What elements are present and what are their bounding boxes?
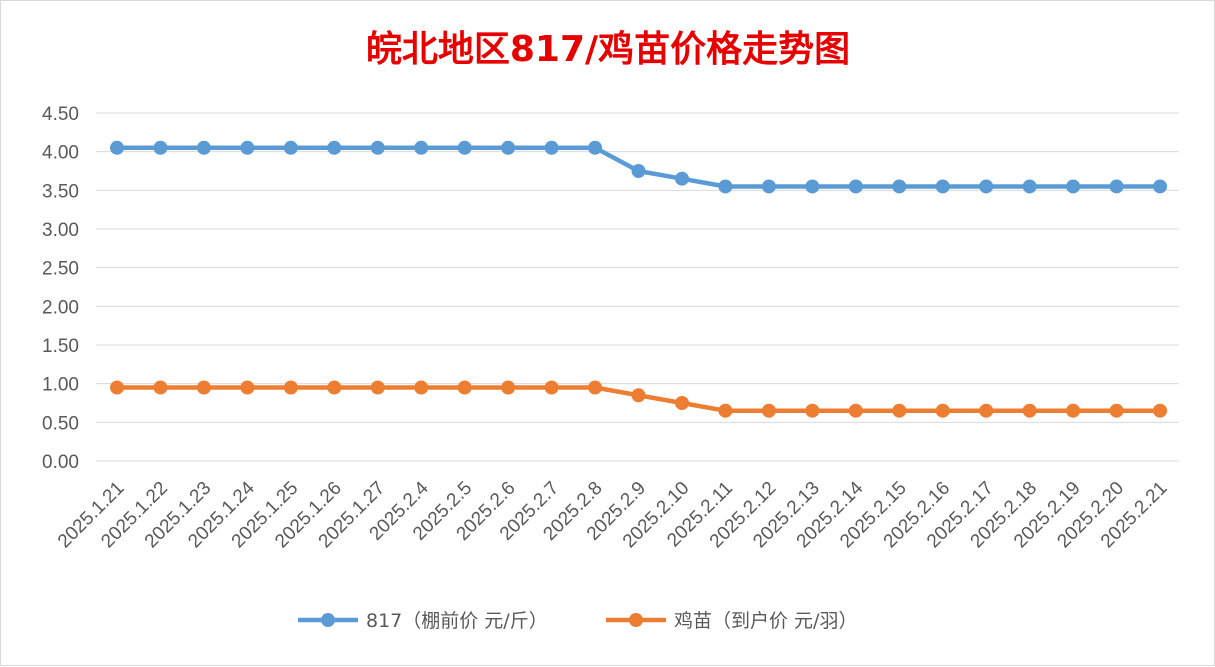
data-point: [979, 403, 994, 418]
data-point: [501, 380, 516, 395]
data-point: [718, 403, 733, 418]
data-point: [588, 140, 603, 155]
chart-title: 皖北地区817/鸡苗价格走势图: [366, 29, 850, 70]
data-point: [892, 403, 907, 418]
x-axis-ticks: 2025.1.212025.1.222025.1.232025.1.242025…: [54, 477, 1172, 552]
data-point: [631, 388, 646, 403]
data-point: [1109, 403, 1124, 418]
data-point: [1153, 179, 1168, 194]
y-tick-label: 2.50: [42, 259, 79, 280]
data-point: [283, 140, 298, 155]
legend: 817（棚前价 元/斤） 鸡苗（到户价 元/羽）: [298, 610, 857, 632]
data-point: [370, 140, 385, 155]
data-point: [110, 140, 124, 155]
data-point: [848, 403, 863, 418]
data-point: [892, 179, 907, 194]
legend-item-2: 鸡苗（到户价 元/羽）: [606, 610, 857, 632]
y-tick-label: 1.50: [42, 336, 79, 357]
data-point: [240, 380, 255, 395]
data-point: [414, 380, 429, 395]
gridlines: [96, 112, 1179, 462]
data-point: [327, 380, 342, 395]
data-point: [588, 380, 603, 395]
series-group: [110, 140, 1168, 418]
legend-marker: [629, 613, 643, 627]
data-point: [805, 403, 820, 418]
data-point: [1109, 179, 1124, 194]
data-point: [761, 403, 776, 418]
legend-label: 817（棚前价 元/斤）: [366, 610, 548, 632]
data-point: [848, 179, 863, 194]
data-point: [1022, 403, 1037, 418]
y-tick-label: 2.00: [42, 297, 79, 318]
data-point: [110, 380, 124, 395]
data-point: [1153, 403, 1168, 418]
data-point: [240, 140, 255, 155]
y-tick-label: 4.50: [42, 104, 79, 125]
y-tick-label: 3.00: [42, 220, 79, 241]
data-point: [544, 380, 559, 395]
data-point: [1066, 403, 1081, 418]
data-point: [979, 179, 994, 194]
data-point: [631, 164, 646, 178]
y-tick-label: 3.50: [42, 181, 79, 202]
legend-item-1: 817（棚前价 元/斤）: [298, 610, 548, 632]
data-point: [1022, 179, 1037, 194]
data-point: [674, 396, 689, 410]
data-point: [718, 179, 733, 194]
data-point: [544, 140, 559, 155]
y-tick-label: 4.00: [42, 143, 79, 164]
data-point: [1066, 179, 1081, 194]
data-point: [501, 140, 516, 155]
data-point: [327, 140, 342, 155]
data-point: [196, 140, 211, 155]
data-point: [761, 179, 776, 194]
data-point: [283, 380, 298, 395]
data-point: [153, 140, 168, 155]
data-point: [414, 140, 429, 155]
data-point: [805, 179, 820, 194]
data-point: [196, 380, 211, 395]
y-tick-label: 0.50: [42, 413, 79, 434]
data-point: [153, 380, 168, 395]
data-point: [935, 179, 950, 194]
y-axis-ticks: 0.00 0.50 1.00 1.50 2.00 2.50 3.00 3.50 4.00 4.50: [42, 104, 79, 473]
series-2: [110, 380, 1168, 418]
y-tick-label: 0.00: [42, 452, 79, 473]
legend-label: 鸡苗（到户价 元/羽）: [674, 610, 857, 632]
data-point: [935, 403, 950, 418]
data-point: [457, 380, 472, 395]
data-point: [457, 140, 472, 155]
y-tick-label: 1.00: [42, 375, 79, 396]
data-point: [370, 380, 385, 395]
data-point: [674, 171, 689, 186]
series-1: [110, 140, 1168, 194]
legend-marker: [321, 613, 335, 627]
